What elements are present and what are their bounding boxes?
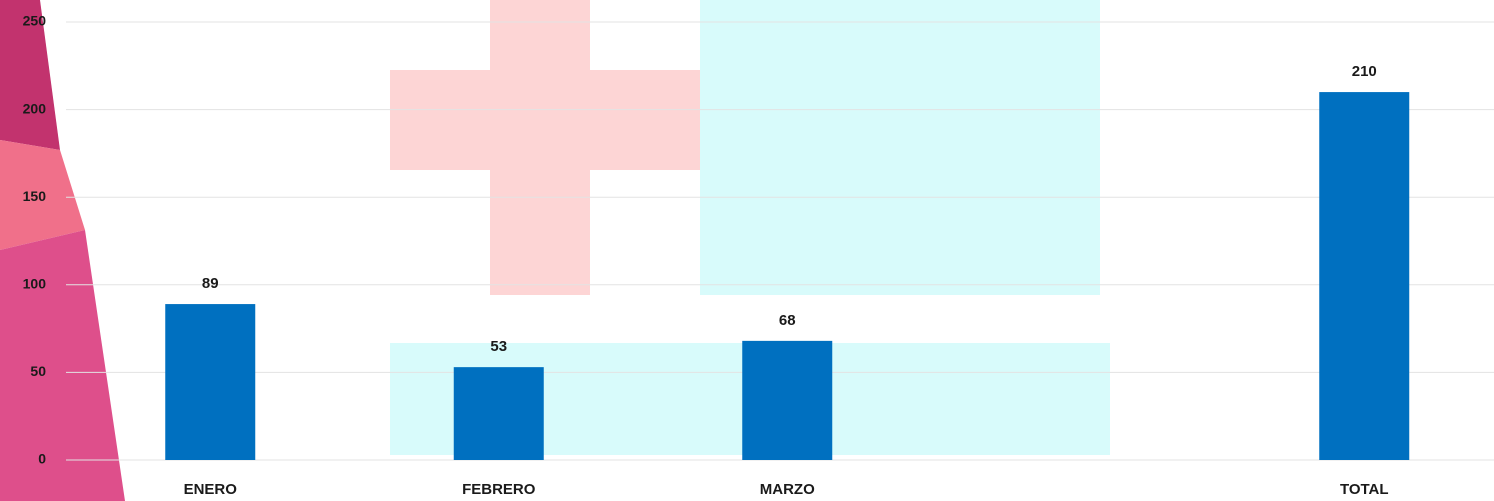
y-tick-label: 150 <box>23 188 47 204</box>
bar <box>165 304 255 460</box>
y-tick-label: 200 <box>23 100 47 116</box>
watermark-shape <box>700 0 1100 295</box>
value-label: 210 <box>1352 63 1377 80</box>
x-tick-label: FEBRERO <box>462 481 536 498</box>
watermark-shape <box>490 0 590 295</box>
value-label: 68 <box>779 312 796 329</box>
value-label: 89 <box>202 275 219 292</box>
y-tick-label: 0 <box>38 451 46 467</box>
y-tick-label: 250 <box>23 13 47 29</box>
x-tick-label: MARZO <box>760 481 815 498</box>
value-label: 53 <box>490 338 507 355</box>
bar <box>742 341 832 460</box>
bar <box>454 367 544 460</box>
chart: 0 50 100 150 200 250 ENERO 89 FEBRERO 53 MARZO 68 TO… <box>0 0 1494 501</box>
x-tick-label: TOTAL <box>1340 481 1389 498</box>
x-tick-label: ENERO <box>184 481 238 498</box>
y-tick-label: 100 <box>23 276 47 292</box>
bar <box>1319 92 1409 460</box>
y-tick-label: 50 <box>30 363 46 379</box>
